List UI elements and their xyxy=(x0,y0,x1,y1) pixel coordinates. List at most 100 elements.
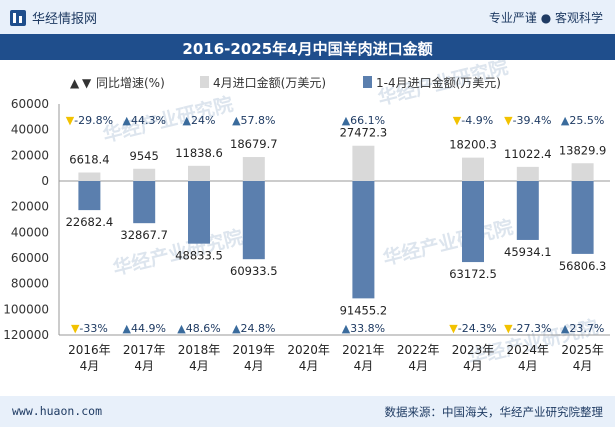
april-value-label: 18679.7 xyxy=(230,137,278,151)
x-tick-label-year: 2019年 xyxy=(233,343,276,357)
legend-ytd-swatch xyxy=(363,76,372,88)
ytd-value-label: 22682.4 xyxy=(66,215,114,229)
growth-april-label: ▲57.8% xyxy=(232,114,275,127)
footer: www.huaon.com 数据来源：中国海关，华经产业研究院整理 xyxy=(0,396,615,427)
ytd-value-label: 60933.5 xyxy=(230,264,278,278)
x-tick-label-year: 2025年 xyxy=(561,343,604,357)
x-tick-label-month: 4月 xyxy=(244,359,264,373)
y-tick-label: 20000 xyxy=(11,148,49,162)
legend-down-marker: ▼ xyxy=(82,76,92,90)
y-tick-label: 60000 xyxy=(11,97,49,111)
april-value-label: 11022.4 xyxy=(504,147,552,161)
april-value-label: 18200.3 xyxy=(449,138,497,152)
growth-ytd-label: ▲24.8% xyxy=(232,322,275,335)
y-tick-label: 60000 xyxy=(11,251,49,265)
y-tick-label: 100000 xyxy=(3,302,49,316)
chart-title: 2016-2025年4月中国羊肉进口金额 xyxy=(182,40,433,58)
growth-april-label: ▲44.3% xyxy=(122,114,165,127)
x-tick-label-year: 2021年 xyxy=(342,343,385,357)
ytd-bar xyxy=(242,181,265,260)
growth-april-label: ▼-39.4% xyxy=(504,114,551,127)
x-tick-label-year: 2018年 xyxy=(178,343,221,357)
y-tick-label: 40000 xyxy=(11,123,49,137)
x-tick-label-month: 4月 xyxy=(463,359,483,373)
y-tick-label: 0 xyxy=(41,174,49,188)
top-bar: 华经情报网 专业严谨 ● 客观科学 xyxy=(0,0,615,34)
ytd-value-label: 45934.1 xyxy=(504,245,552,259)
logo-icon xyxy=(10,9,26,26)
y-tick-label: 120000 xyxy=(3,328,49,342)
growth-ytd-label: ▼-24.3% xyxy=(449,322,496,335)
growth-april-label: ▲24% xyxy=(183,114,216,127)
growth-ytd-label: ▼-33% xyxy=(71,322,108,335)
ytd-bar xyxy=(188,181,210,244)
april-bar xyxy=(462,157,484,181)
legend-april-swatch xyxy=(200,76,209,88)
x-tick-label-month: 4月 xyxy=(80,359,100,373)
x-tick-label-year: 2016年 xyxy=(68,343,111,357)
ytd-bar xyxy=(571,181,594,254)
april-bar xyxy=(352,145,375,181)
april-value-label: 9545 xyxy=(130,149,159,163)
ytd-bar xyxy=(516,181,539,240)
bars xyxy=(78,145,594,299)
legend: ▲ ▼ 同比增速(%) 4月进口金额(万美元) 1-4月进口金额(万美元) xyxy=(70,75,501,90)
ytd-value-label: 48833.5 xyxy=(175,249,223,263)
ytd-value-label: 91455.2 xyxy=(340,303,388,317)
april-bar xyxy=(242,157,265,181)
x-tick-label-month: 4月 xyxy=(408,359,428,373)
x-tick-label-month: 4月 xyxy=(573,359,593,373)
april-bar xyxy=(133,168,156,181)
april-bar xyxy=(571,163,594,181)
x-tick-label-year: 2017年 xyxy=(123,343,166,357)
y-tick-label: 80000 xyxy=(11,277,49,291)
ytd-value-label: 63172.5 xyxy=(449,267,497,281)
legend-growth: 同比增速(%) xyxy=(96,76,165,90)
data-source: 数据来源：中国海关，华经产业研究院整理 xyxy=(384,405,604,419)
slogan: 专业严谨 ● 客观科学 xyxy=(488,11,603,25)
april-bar xyxy=(78,172,101,181)
april-bar xyxy=(516,166,539,181)
y-tick-label: 40000 xyxy=(11,225,49,239)
x-tick-label-month: 4月 xyxy=(354,359,374,373)
growth-ytd-label: ▼-27.3% xyxy=(504,322,551,335)
april-value-label: 11838.6 xyxy=(175,146,223,160)
brand: 华经情报网 xyxy=(10,8,97,27)
y-tick-label: 20000 xyxy=(11,200,49,214)
data-labels: 6618.4 22682.4 ▼-29.8% ▼-33% 9545 32867.7 ▲44.… xyxy=(66,114,607,335)
april-value-label: 13829.9 xyxy=(559,143,607,157)
x-tick-label-month: 4月 xyxy=(134,359,154,373)
ytd-value-label: 56806.3 xyxy=(559,259,607,273)
ytd-bar xyxy=(78,181,101,211)
growth-ytd-label: ▲33.8% xyxy=(342,322,385,335)
x-tick-label-month: 4月 xyxy=(299,359,319,373)
watermark: 华经产业研究院 xyxy=(381,215,516,269)
growth-april-label: ▲66.1% xyxy=(342,114,385,127)
legend-up-marker: ▲ xyxy=(70,76,80,90)
website: www.huaon.com xyxy=(12,404,103,418)
x-tick-label-year: 2023年 xyxy=(452,343,495,357)
ytd-bar xyxy=(352,181,375,299)
ytd-value-label: 32867.7 xyxy=(120,228,168,242)
x-tick-label-year: 2022年 xyxy=(397,343,440,357)
x-tick-label-month: 4月 xyxy=(518,359,538,373)
ytd-bar xyxy=(133,181,156,224)
axes: 60000 40000 20000 0 20000 40000 60000 80000 1000… xyxy=(3,97,610,373)
april-value-label: 27472.3 xyxy=(340,126,388,140)
growth-ytd-label: ▲44.9% xyxy=(122,322,165,335)
legend-ytd: 1-4月进口金额(万美元) xyxy=(376,75,501,90)
x-tick-label-year: 2024年 xyxy=(507,343,550,357)
growth-april-label: ▲25.5% xyxy=(561,114,604,127)
legend-april: 4月进口金额(万美元) xyxy=(213,75,326,90)
april-value-label: 6618.4 xyxy=(69,153,109,167)
ytd-bar xyxy=(462,181,484,263)
x-tick-label-year: 2020年 xyxy=(287,343,330,357)
growth-ytd-label: ▲23.7% xyxy=(561,322,604,335)
growth-april-label: ▼-4.9% xyxy=(453,114,493,127)
growth-april-label: ▼-29.8% xyxy=(66,114,113,127)
growth-ytd-label: ▲48.6% xyxy=(177,322,220,335)
x-tick-label-month: 4月 xyxy=(189,359,209,373)
april-bar xyxy=(188,165,210,181)
title-bar: 2016-2025年4月中国羊肉进口金额 xyxy=(0,34,615,60)
